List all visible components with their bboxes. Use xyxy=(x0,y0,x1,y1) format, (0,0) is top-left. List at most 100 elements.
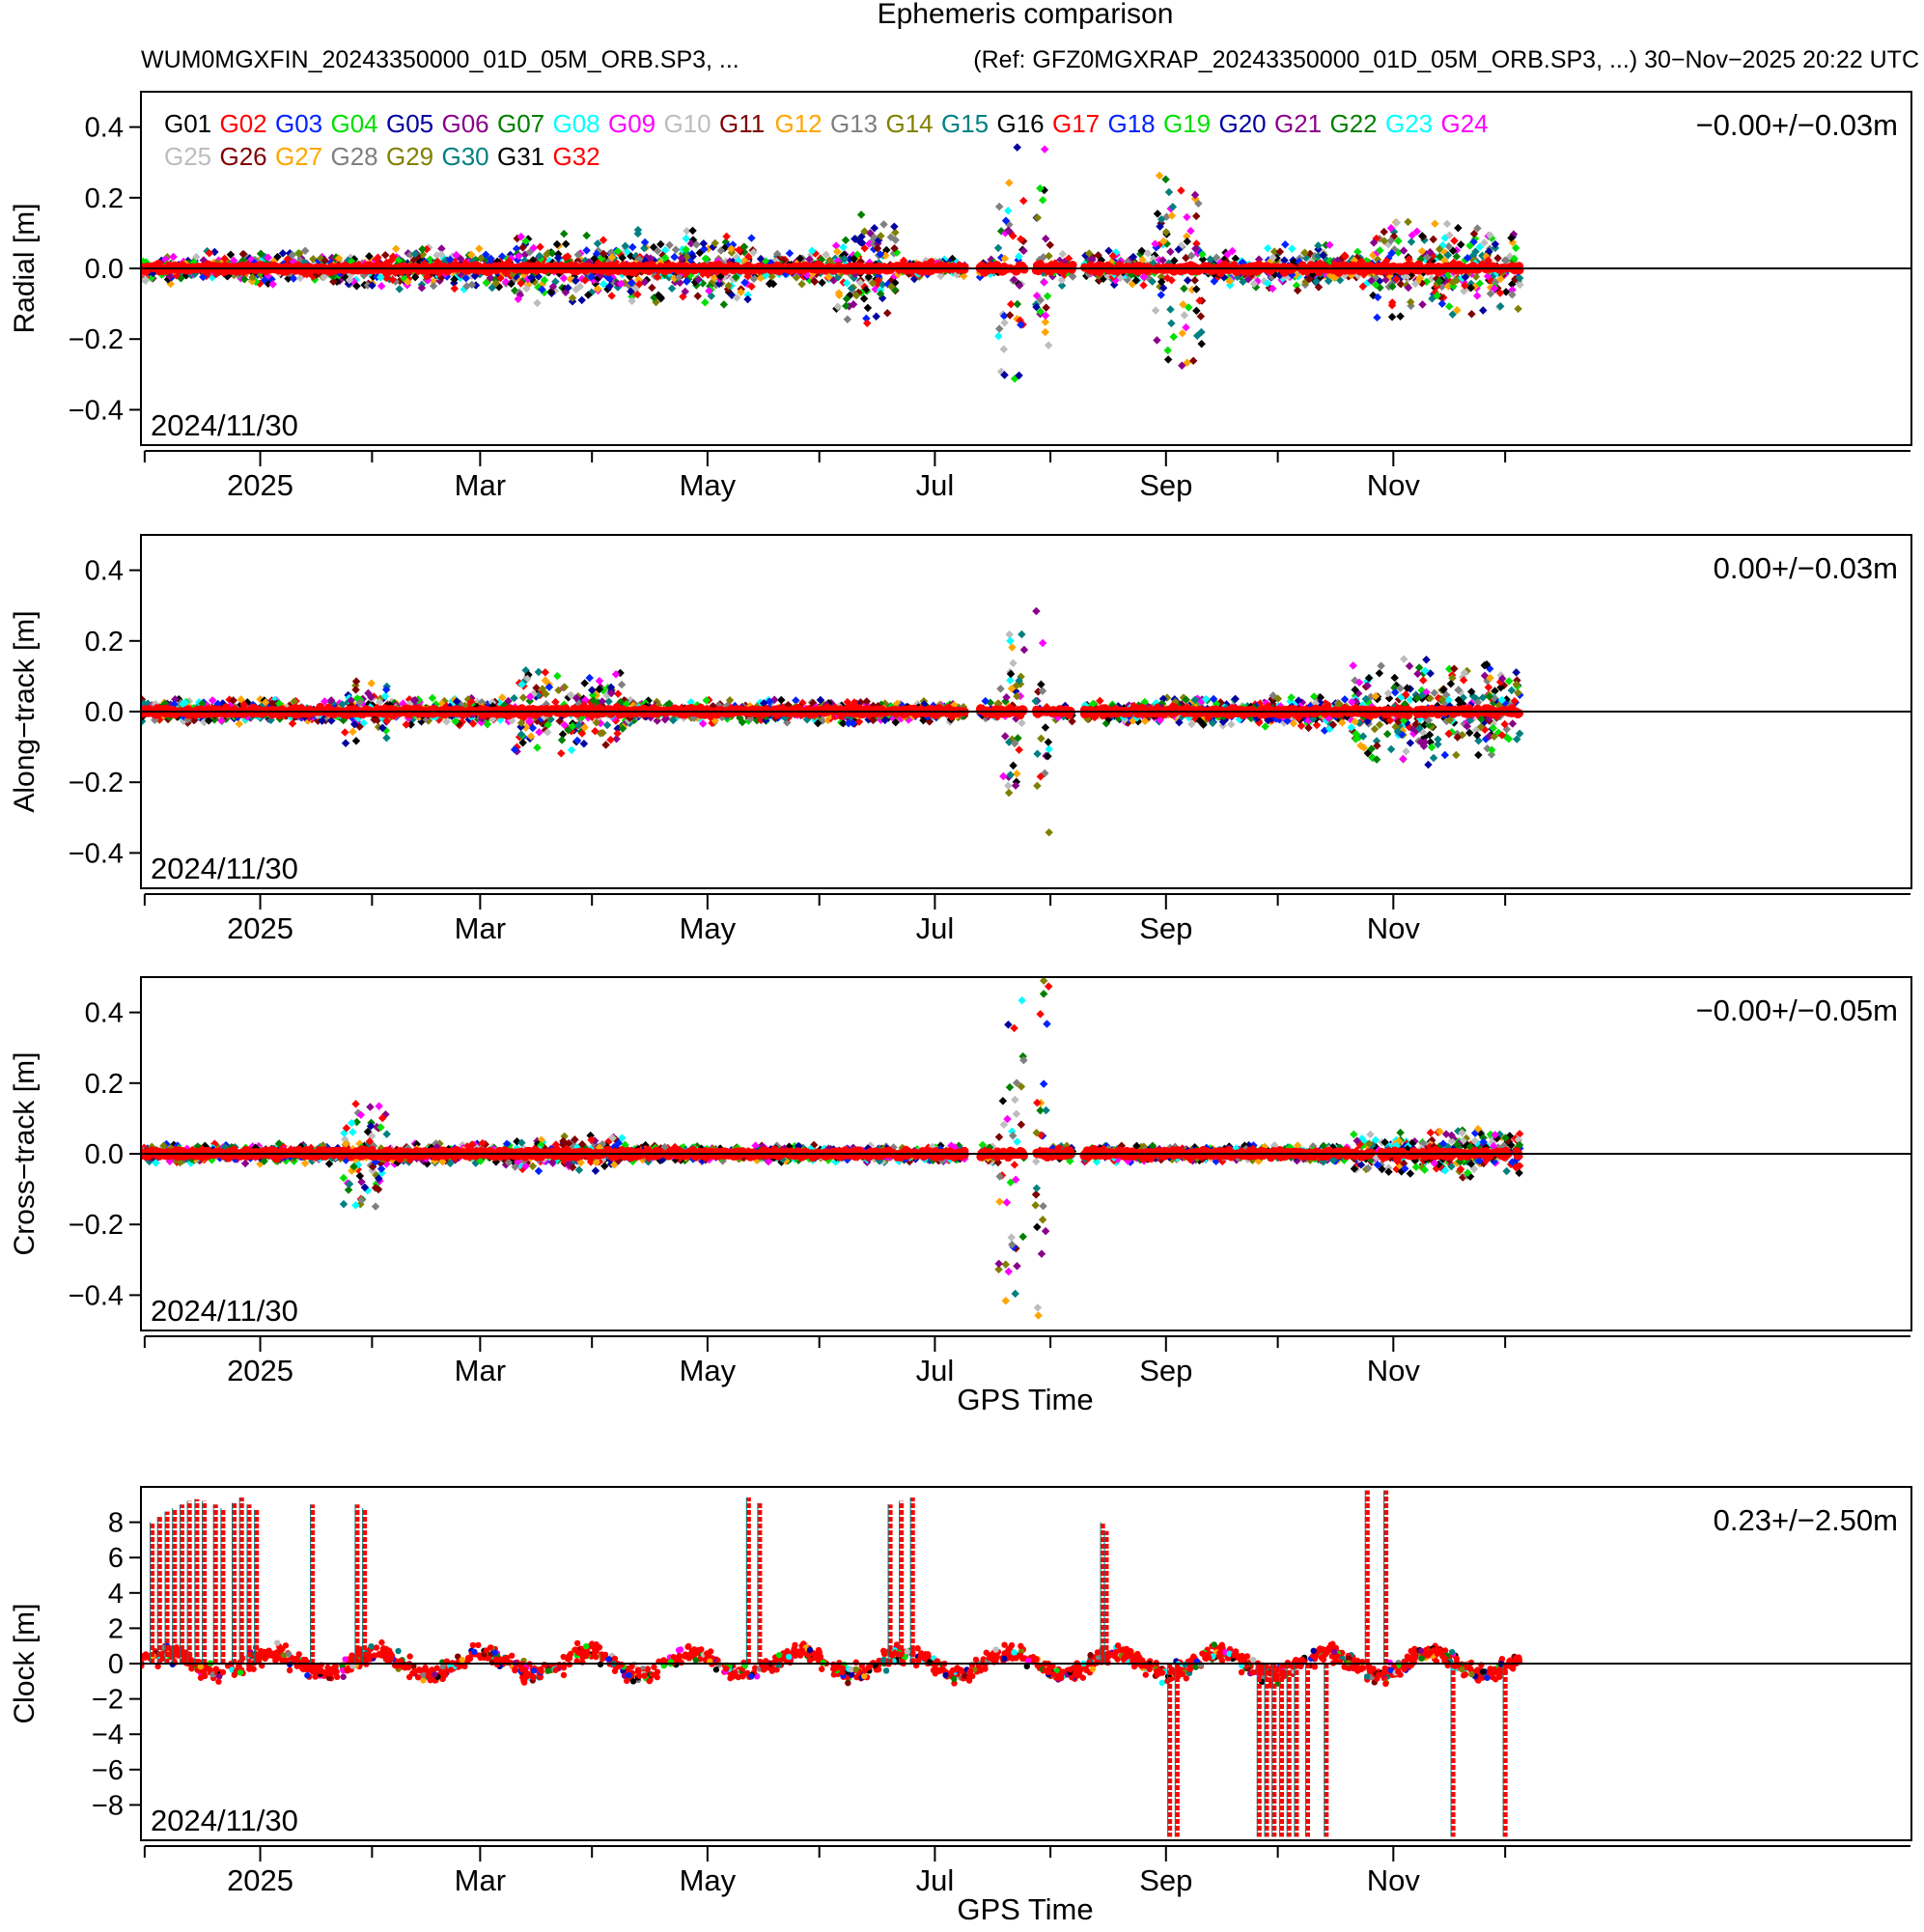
scatter-point xyxy=(855,278,865,288)
scatter-point xyxy=(1041,311,1050,321)
scatter-point xyxy=(607,253,617,262)
scatter-point xyxy=(683,277,691,286)
scatter-point xyxy=(1151,306,1160,315)
scatter-point xyxy=(1484,683,1493,692)
y-tick-label: −0.2 xyxy=(69,324,124,355)
scatter-point xyxy=(522,284,531,294)
scatter-point xyxy=(1169,332,1178,342)
scatter-point xyxy=(743,294,752,304)
scatter-point xyxy=(1129,252,1138,262)
scatter-point xyxy=(235,719,243,728)
scatter-point xyxy=(461,273,470,283)
scatter-point xyxy=(754,262,764,271)
scatter-point xyxy=(677,254,686,263)
scatter-point xyxy=(559,229,569,238)
scatter-point xyxy=(288,250,297,260)
scatter-point xyxy=(694,275,703,284)
scatter-point xyxy=(1319,251,1327,260)
scatter-point xyxy=(767,272,776,281)
x-tick-label: May xyxy=(680,468,737,502)
scatter-point xyxy=(1456,240,1465,249)
scatter-point xyxy=(880,251,890,260)
scatter-point xyxy=(1404,217,1412,227)
scatter-point xyxy=(1198,250,1207,259)
scatter-point xyxy=(842,278,851,288)
scatter-point xyxy=(1353,247,1362,257)
y-tick-label: 0.2 xyxy=(85,183,124,214)
scatter-point xyxy=(864,272,874,281)
scatter-point xyxy=(876,250,884,259)
scatter-point xyxy=(605,274,614,284)
y-tick-label: 0.4 xyxy=(85,113,124,144)
scatter-point xyxy=(1512,668,1520,677)
scatter-point xyxy=(1185,265,1194,274)
x-tick-label: Jul xyxy=(916,911,955,945)
scatter-point xyxy=(1167,211,1177,220)
scatter-point xyxy=(674,272,683,282)
scatter-point xyxy=(1388,282,1397,292)
scatter-point xyxy=(540,275,549,285)
scatter-point xyxy=(1155,171,1164,181)
scatter-point xyxy=(1293,286,1302,295)
scatter-point xyxy=(345,275,354,285)
scatter-point xyxy=(462,282,471,291)
scatter-point xyxy=(1466,283,1475,293)
scatter-point xyxy=(1017,321,1025,329)
scatter-point xyxy=(882,245,891,255)
scatter-point xyxy=(260,275,269,285)
scatter-point xyxy=(264,253,273,263)
scatter-point xyxy=(850,254,858,264)
scatter-point xyxy=(792,273,801,282)
scatter-point xyxy=(561,239,571,249)
scatter-point xyxy=(1392,218,1402,227)
scatter-point xyxy=(533,298,542,308)
scatter-point xyxy=(822,250,830,259)
scatter-point xyxy=(219,266,229,276)
scatter-point xyxy=(863,319,872,327)
scatter-point xyxy=(380,250,390,260)
scatter-point xyxy=(777,695,786,705)
scatter-point xyxy=(807,246,817,255)
scatter-point xyxy=(1161,175,1170,184)
scatter-point xyxy=(654,291,663,299)
scatter-point xyxy=(364,266,374,275)
y-tick-label: 0.4 xyxy=(85,556,124,587)
x-tick-label: Nov xyxy=(1367,911,1421,945)
scatter-point xyxy=(873,263,882,272)
scatter-point xyxy=(313,265,322,274)
scatter-point xyxy=(1437,299,1447,308)
scatter-point xyxy=(1033,749,1042,759)
scatter-point xyxy=(765,279,774,289)
scatter-point xyxy=(1192,285,1201,294)
scatter-point xyxy=(1036,295,1046,304)
scatter-point xyxy=(887,282,896,291)
scatter-point xyxy=(1377,661,1385,670)
scatter-point xyxy=(1472,292,1482,300)
scatter-point xyxy=(516,279,525,288)
scatter-point xyxy=(1228,246,1237,256)
scatter-point xyxy=(999,312,1009,321)
scatter-point xyxy=(391,244,401,253)
scatter-point xyxy=(903,262,912,271)
scatter-point xyxy=(1198,255,1208,264)
scatter-point xyxy=(388,275,397,284)
scatter-point xyxy=(883,309,892,318)
scatter-point xyxy=(627,296,636,306)
scatter-point xyxy=(1448,278,1458,287)
scatter-point xyxy=(599,280,608,289)
scatter-point xyxy=(593,285,602,294)
scatter-point xyxy=(740,278,749,287)
scatter-point xyxy=(1450,237,1459,245)
scatter-point xyxy=(851,291,861,300)
scatter-point xyxy=(1375,669,1384,678)
scatter-point xyxy=(1495,302,1505,311)
scatter-point xyxy=(1019,645,1029,655)
scatter-point xyxy=(1269,263,1279,272)
scatter-point xyxy=(1496,274,1505,284)
scatter-point xyxy=(1453,306,1462,315)
scatter-point xyxy=(667,284,677,294)
data-points xyxy=(141,606,1524,837)
scatter-point xyxy=(1148,277,1157,286)
scatter-point xyxy=(839,242,848,252)
